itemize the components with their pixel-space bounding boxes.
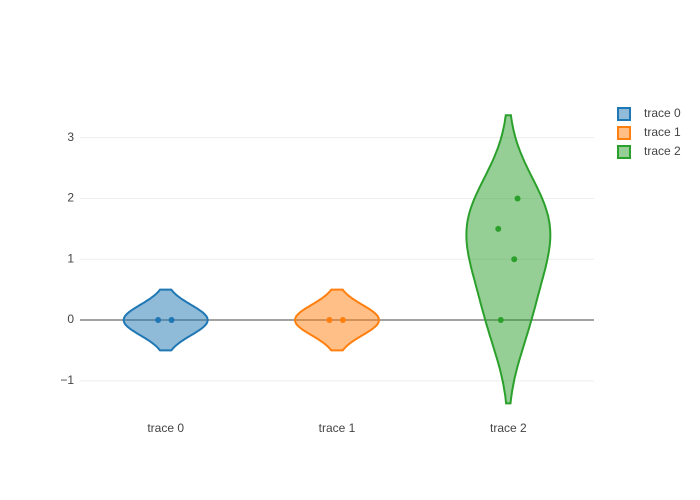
x-tick-label: trace 0 [147, 421, 184, 435]
x-tick-label: trace 1 [319, 421, 356, 435]
legend-swatch [617, 126, 631, 140]
legend-label: trace 2 [644, 144, 681, 158]
data-point [511, 256, 518, 263]
data-point [514, 195, 521, 202]
y-tick-label: 1 [67, 251, 74, 265]
data-point [339, 317, 346, 324]
violin [293, 288, 381, 352]
legend-label: trace 0 [644, 106, 681, 120]
y-tick-label: −1 [60, 373, 74, 387]
violin [122, 288, 209, 352]
y-tick-label: 2 [67, 191, 74, 205]
y-tick-label: 0 [67, 312, 74, 326]
legend-swatch [617, 145, 631, 159]
legend-label: trace 1 [644, 125, 681, 139]
data-point [155, 317, 162, 324]
legend-swatch [617, 107, 631, 121]
data-point [495, 225, 502, 232]
x-tick-label: trace 2 [490, 421, 527, 435]
data-point [326, 317, 333, 324]
data-point [497, 317, 504, 324]
violin [465, 114, 552, 405]
y-tick-label: 3 [67, 130, 74, 144]
data-point [168, 317, 175, 324]
